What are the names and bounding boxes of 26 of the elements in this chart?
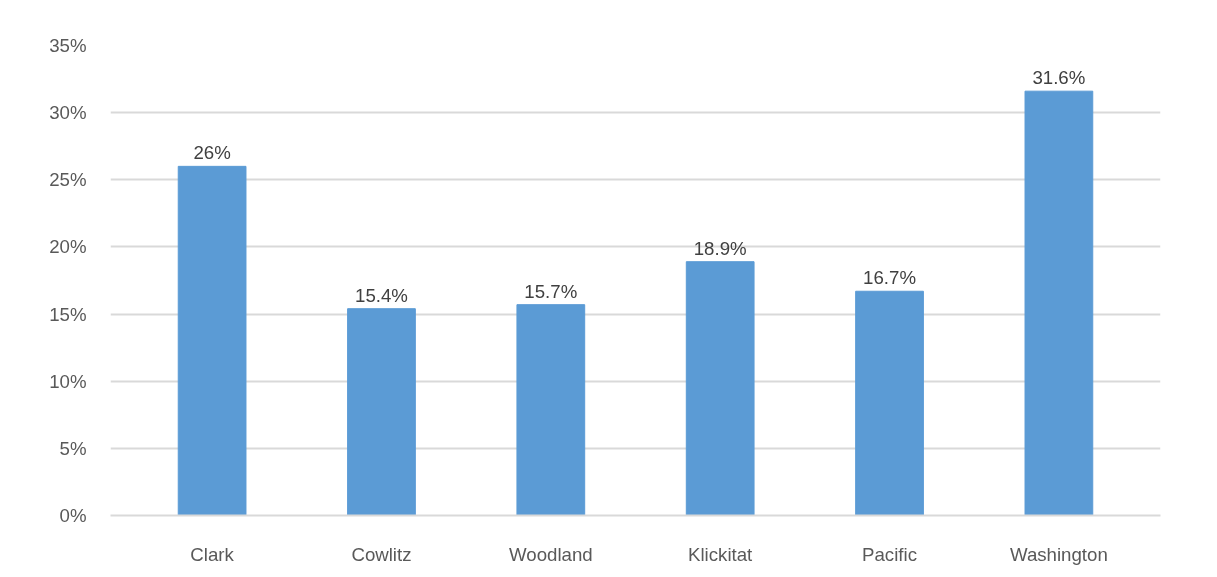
bar (347, 308, 416, 516)
bar (516, 304, 586, 516)
bar (855, 290, 924, 516)
x-tick-label: Pacific (862, 543, 918, 565)
y-tick-label: 15% (49, 303, 87, 325)
bar (685, 261, 755, 516)
data-label: 31.6% (1032, 67, 1086, 89)
x-tick-label: Clark (190, 543, 235, 565)
x-tick-label: Klickitat (688, 543, 754, 565)
bar (177, 165, 247, 516)
y-tick-label: 20% (49, 236, 87, 258)
x-tick-label: Washington (1009, 543, 1108, 565)
y-tick-label: 5% (59, 437, 87, 459)
y-tick-label: 30% (49, 102, 87, 124)
bar (1024, 90, 1094, 516)
y-tick-label: 35% (49, 35, 87, 56)
x-tick-label: Woodland (508, 543, 593, 565)
x-tick-label: Cowlitz (351, 543, 412, 565)
y-tick-label: 0% (59, 505, 87, 526)
data-label: 26% (193, 142, 231, 164)
y-tick-label: 25% (49, 169, 87, 191)
data-label: 15.4% (355, 284, 408, 306)
data-label: 15.7% (524, 280, 578, 302)
data-label: 16.7% (863, 267, 916, 289)
data-label: 18.9% (693, 237, 747, 259)
y-tick-label: 10% (49, 370, 87, 392)
